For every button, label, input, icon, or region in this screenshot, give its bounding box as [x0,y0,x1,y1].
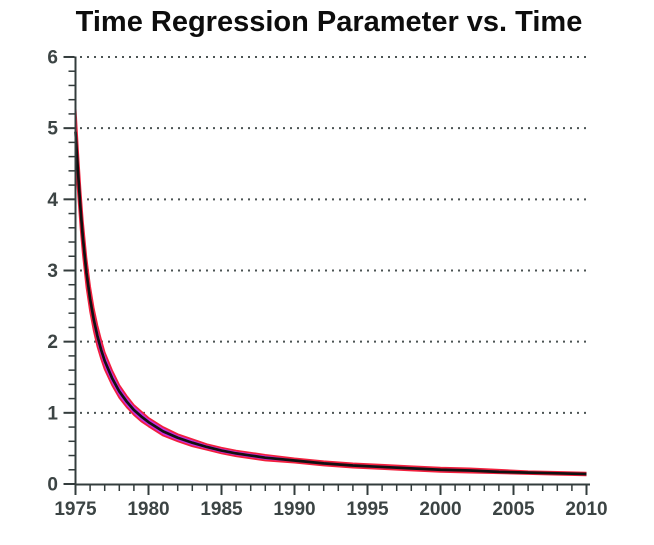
band-lower-edge-line [74,157,587,477]
y-tick-label-6: 6 [47,47,58,68]
x-tick-label-1980: 1980 [127,499,169,520]
chart-title: Time Regression Parameter vs. Time [76,6,583,38]
y-tick-label-3: 3 [47,261,58,282]
y-tick-label-1: 1 [47,403,58,424]
x-tick-label-2000: 2000 [419,499,461,520]
y-tick-label-0: 0 [47,475,58,496]
gridlines-layer [80,55,586,414]
tick-labels-layer: 0 1 2 3 4 5 6 1975 1980 1985 1990 1995 2000 2005 2010 [47,47,607,520]
band-upper-edge-line [74,106,587,474]
x-tick-label-2010: 2010 [565,499,607,520]
x-tick-label-2005: 2005 [492,499,535,520]
y-tick-label-4: 4 [47,190,58,211]
axes-layer [63,55,590,495]
y-tick-label-5: 5 [47,119,58,140]
estimate-line [74,131,587,476]
x-tick-label-1990: 1990 [273,499,315,520]
x-tick-label-1995: 1995 [346,499,389,520]
x-tick-label-1985: 1985 [200,499,243,520]
y-tick-label-2: 2 [47,332,58,353]
x-tick-label-1975: 1975 [54,499,97,520]
confidence-band-layer [74,106,587,477]
